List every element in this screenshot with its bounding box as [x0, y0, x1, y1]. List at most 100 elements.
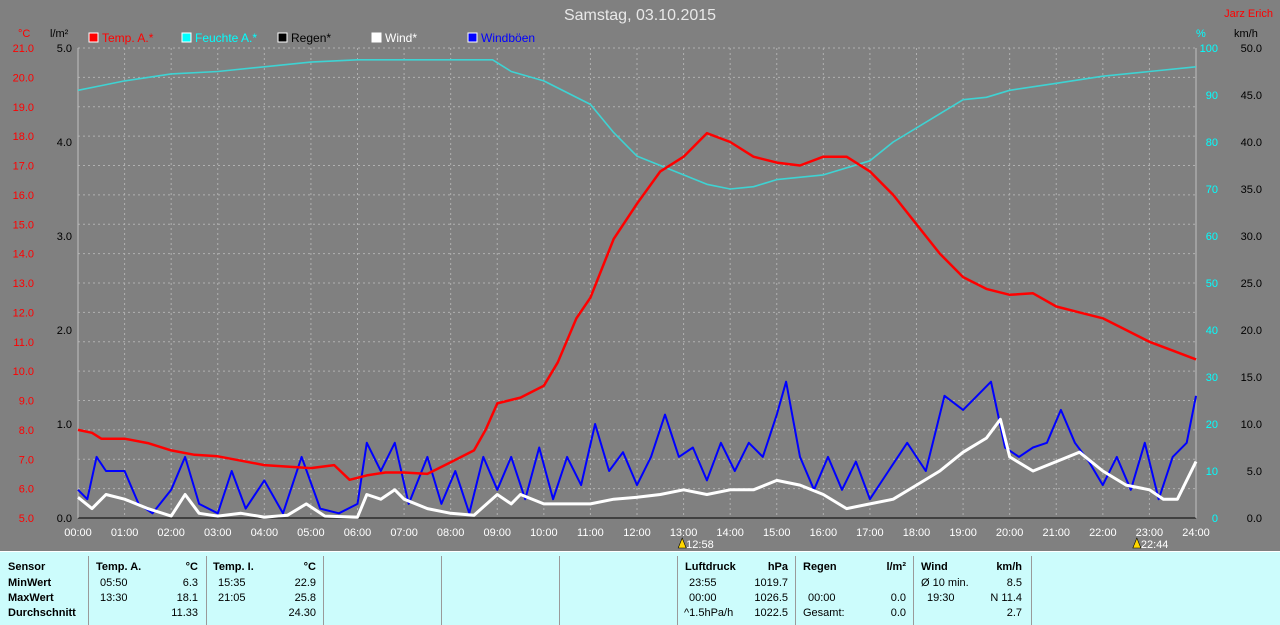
rain-tick-label: 3.0	[57, 231, 72, 243]
rain-unit: l/m²	[886, 561, 906, 573]
series-layer	[77, 58, 1198, 519]
wind-tick-label: 30.0	[1241, 231, 1262, 243]
x-tick-label: 16:00	[810, 527, 838, 539]
pressure-trend: ^1.5hPa/h	[684, 607, 734, 619]
sun-marker-time: 22:44	[1141, 539, 1169, 550]
x-tick-label: 22:00	[1089, 527, 1117, 539]
x-tick-label: 17:00	[856, 527, 884, 539]
wind-tick-label: 20.0	[1241, 325, 1262, 337]
temp-tick-label: 6.0	[19, 484, 34, 496]
rain-max-time: 00:00	[808, 592, 836, 604]
temp-tick-label: 19.0	[13, 102, 34, 114]
humidity-axis-unit: %	[1196, 28, 1206, 40]
temp-a-header: Temp. A.	[96, 561, 142, 573]
wind-max-time: 19:30	[927, 592, 955, 604]
legend-label-humidity: Feuchte A.*	[195, 31, 257, 45]
legend-label-rain: Regen*	[291, 31, 331, 45]
temp-tick-label: 8.0	[19, 425, 34, 437]
temp-tick-label: 17.0	[13, 161, 34, 173]
x-tick-label: 24:00	[1182, 527, 1210, 539]
temp-a-max-time: 13:30	[100, 592, 128, 604]
stats-divider	[795, 556, 796, 625]
wind-tick-label: 0.0	[1247, 513, 1262, 525]
humidity-tick-label: 100	[1200, 43, 1218, 55]
wind-avg10-value: 8.5	[1006, 577, 1022, 589]
author-label: Jarz Erich	[1224, 8, 1273, 20]
wind-avg10-label: Ø 10 min.	[921, 577, 969, 589]
humidity-tick-label: 40	[1206, 325, 1218, 337]
wind-unit: km/h	[996, 561, 1022, 573]
legend-label-wind: Wind*	[385, 31, 417, 45]
temp-tick-label: 18.0	[13, 131, 34, 143]
stats-panel: Sensor MinWert MaxWert Durchschnitt Temp…	[0, 551, 1280, 625]
x-tick-label: 20:00	[996, 527, 1024, 539]
pressure-header: Luftdruck	[685, 561, 736, 573]
temp-i-header: Temp. I.	[213, 561, 254, 573]
stats-divider	[559, 556, 560, 625]
wind-line	[77, 417, 1198, 519]
temp-tick-label: 10.0	[13, 366, 34, 378]
wind-tick-label: 5.0	[1247, 466, 1262, 478]
stats-divider	[206, 556, 207, 625]
pressure-min-time: 23:55	[689, 577, 717, 589]
wind-axis-unit: km/h	[1234, 28, 1258, 40]
wind-tick-label: 25.0	[1241, 278, 1262, 290]
x-tick-label: 19:00	[949, 527, 977, 539]
rain-tick-label: 4.0	[57, 137, 72, 149]
stats-divider	[323, 556, 324, 625]
humidity-tick-label: 0	[1212, 513, 1218, 525]
rain-header: Regen	[803, 561, 837, 573]
x-tick-label: 12:00	[623, 527, 651, 539]
gusts-line	[77, 380, 1197, 515]
stats-divider	[441, 556, 442, 625]
stats-divider	[1031, 556, 1032, 625]
humidity-tick-label: 80	[1206, 137, 1218, 149]
pressure-min-value: 1019.7	[754, 577, 788, 589]
temp-a-min-time: 05:50	[100, 577, 128, 589]
temp-tick-label: 7.0	[19, 454, 34, 466]
x-tick-label: 00:00	[64, 527, 92, 539]
humidity-tick-label: 10	[1206, 466, 1218, 478]
wind-tick-label: 40.0	[1241, 137, 1262, 149]
temp-i-avg-value: 24.30	[288, 607, 316, 619]
wind-max-value: N 11.4	[990, 592, 1022, 604]
wind-tick-label: 35.0	[1241, 184, 1262, 196]
temp-i-max-time: 21:05	[218, 592, 246, 604]
rain-tick-label: 2.0	[57, 325, 72, 337]
chart-title: Samstag, 03.10.2015	[564, 7, 716, 24]
wind-tick-label: 10.0	[1241, 419, 1262, 431]
chart-background	[0, 0, 1280, 550]
x-tick-label: 07:00	[390, 527, 418, 539]
rain-total-label: Gesamt:	[803, 607, 845, 619]
wind-tick-label: 15.0	[1241, 372, 1262, 384]
temp-tick-label: 16.0	[13, 190, 34, 202]
legend-swatch-wind	[371, 32, 382, 43]
legend-swatch-gusts	[467, 32, 478, 43]
rain-tick-label: 0.0	[57, 513, 72, 525]
rain-max-value: 0.0	[890, 592, 906, 604]
x-tick-label: 05:00	[297, 527, 325, 539]
pressure-avg-value: 1022.5	[754, 607, 788, 619]
rain-axis-unit: l/m²	[50, 28, 69, 40]
x-tick-label: 01:00	[111, 527, 139, 539]
rain-tick-label: 5.0	[57, 43, 72, 55]
x-tick-label: 03:00	[204, 527, 232, 539]
temp-i-min-value: 22.9	[294, 577, 316, 589]
temp-tick-label: 20.0	[13, 72, 34, 84]
x-tick-label: 15:00	[763, 527, 791, 539]
x-tick-label: 13:00	[670, 527, 698, 539]
row-label-max: MaxWert	[8, 592, 54, 604]
humidity-tick-label: 50	[1206, 278, 1218, 290]
temp-i-unit: °C	[303, 561, 316, 573]
humidity-tick-label: 30	[1206, 372, 1218, 384]
temp-a-min-value: 6.3	[182, 577, 198, 589]
axis-layer: 00:00 01:00 02:00 03:00 04:00 05:00 06:00 07:00…	[13, 43, 1262, 550]
temp-tick-label: 5.0	[19, 513, 34, 525]
sun-marker-icon	[677, 537, 687, 549]
pressure-max-value: 1026.5	[754, 592, 788, 604]
humidity-line	[77, 58, 1197, 190]
legend-label-gusts: Windböen	[481, 31, 535, 45]
temp-tick-label: 15.0	[13, 219, 34, 231]
stats-divider	[677, 556, 678, 625]
weather-chart: 00:00 01:00 02:00 03:00 04:00 05:00 06:00 07:00…	[0, 0, 1280, 550]
